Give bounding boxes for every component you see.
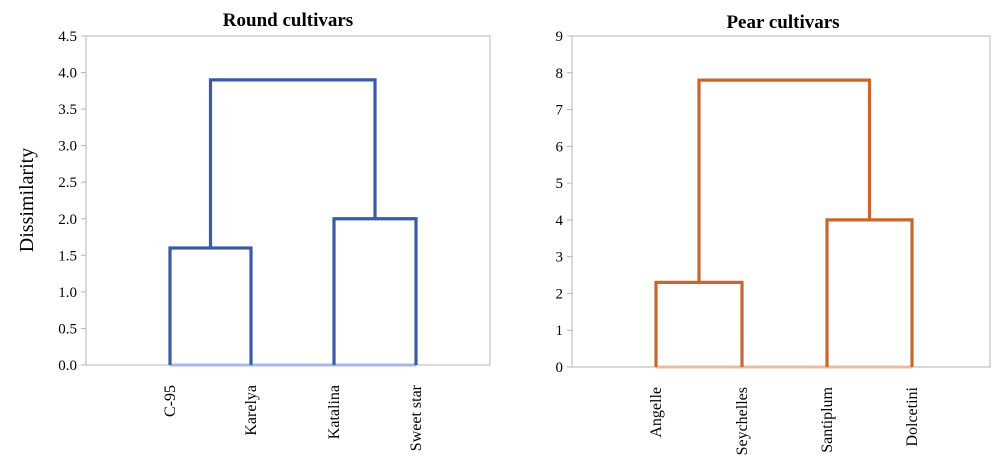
pear-cultivars-panel: Pear cultivars 0 1 2 3 4 5 6 7 8 9 Angelle Seychel… xyxy=(556,12,991,455)
round-y-axis-label: Dissimilarity xyxy=(16,148,38,252)
round-merge-branch-root xyxy=(208,78,377,249)
pear-y-tick-label: 3 xyxy=(556,250,564,266)
round-merge-branch-2 xyxy=(332,217,418,365)
pear-y-tick-label: 7 xyxy=(556,103,564,119)
pear-merge-branch-2 xyxy=(825,218,914,367)
round-leaf-label: C-95 xyxy=(162,385,179,417)
pear-merge-branch-root xyxy=(697,78,872,283)
pear-y-tick-label: 2 xyxy=(556,286,564,302)
pear-y-tick-label: 4 xyxy=(556,213,564,229)
pear-y-tick-label: 1 xyxy=(556,323,564,339)
round-y-tick-label: 0.5 xyxy=(58,321,77,337)
pear-y-tick-label: 8 xyxy=(556,66,564,82)
round-y-tick-label: 3.0 xyxy=(58,139,77,155)
round-y-tick-label: 1.0 xyxy=(58,285,77,301)
round-y-tick-label: 4.5 xyxy=(58,29,77,45)
pear-y-tick-label: 5 xyxy=(556,176,564,192)
pear-y-tick-label: 0 xyxy=(556,360,564,376)
round-cultivars-panel: Round cultivars Dissimilarity 0.0 0.5 1.0 1… xyxy=(16,10,491,451)
round-leaf-label: Karelya xyxy=(243,385,260,436)
round-y-tick-label: 2.5 xyxy=(58,175,77,191)
round-merge-branch-1 xyxy=(168,246,253,365)
round-y-tick-label: 0.0 xyxy=(58,358,77,374)
pear-y-tick-label: 6 xyxy=(556,139,564,155)
round-chart-title: Round cultivars xyxy=(223,10,353,31)
pear-chart-title: Pear cultivars xyxy=(726,12,839,33)
pear-leaf-label: Seychelles xyxy=(734,387,751,455)
round-plot-frame xyxy=(85,35,491,366)
round-leaf-label: Katalina xyxy=(326,385,343,439)
pear-leaf-label: Dolcetini xyxy=(904,386,921,446)
round-leaf-label: Sweet star xyxy=(408,384,425,451)
round-y-tick-label: 4.0 xyxy=(58,66,77,82)
pear-y-tick-label: 9 xyxy=(556,29,564,45)
round-y-tick-label: 3.5 xyxy=(58,102,77,118)
pear-leaf-label: Santiplum xyxy=(819,386,836,452)
round-y-tick-label: 1.5 xyxy=(58,248,77,264)
round-y-tick-label: 2.0 xyxy=(58,212,77,228)
pear-leaf-label: Angelle xyxy=(648,387,665,438)
pear-plot-frame xyxy=(571,35,991,368)
pear-merge-branch-1 xyxy=(654,280,744,367)
